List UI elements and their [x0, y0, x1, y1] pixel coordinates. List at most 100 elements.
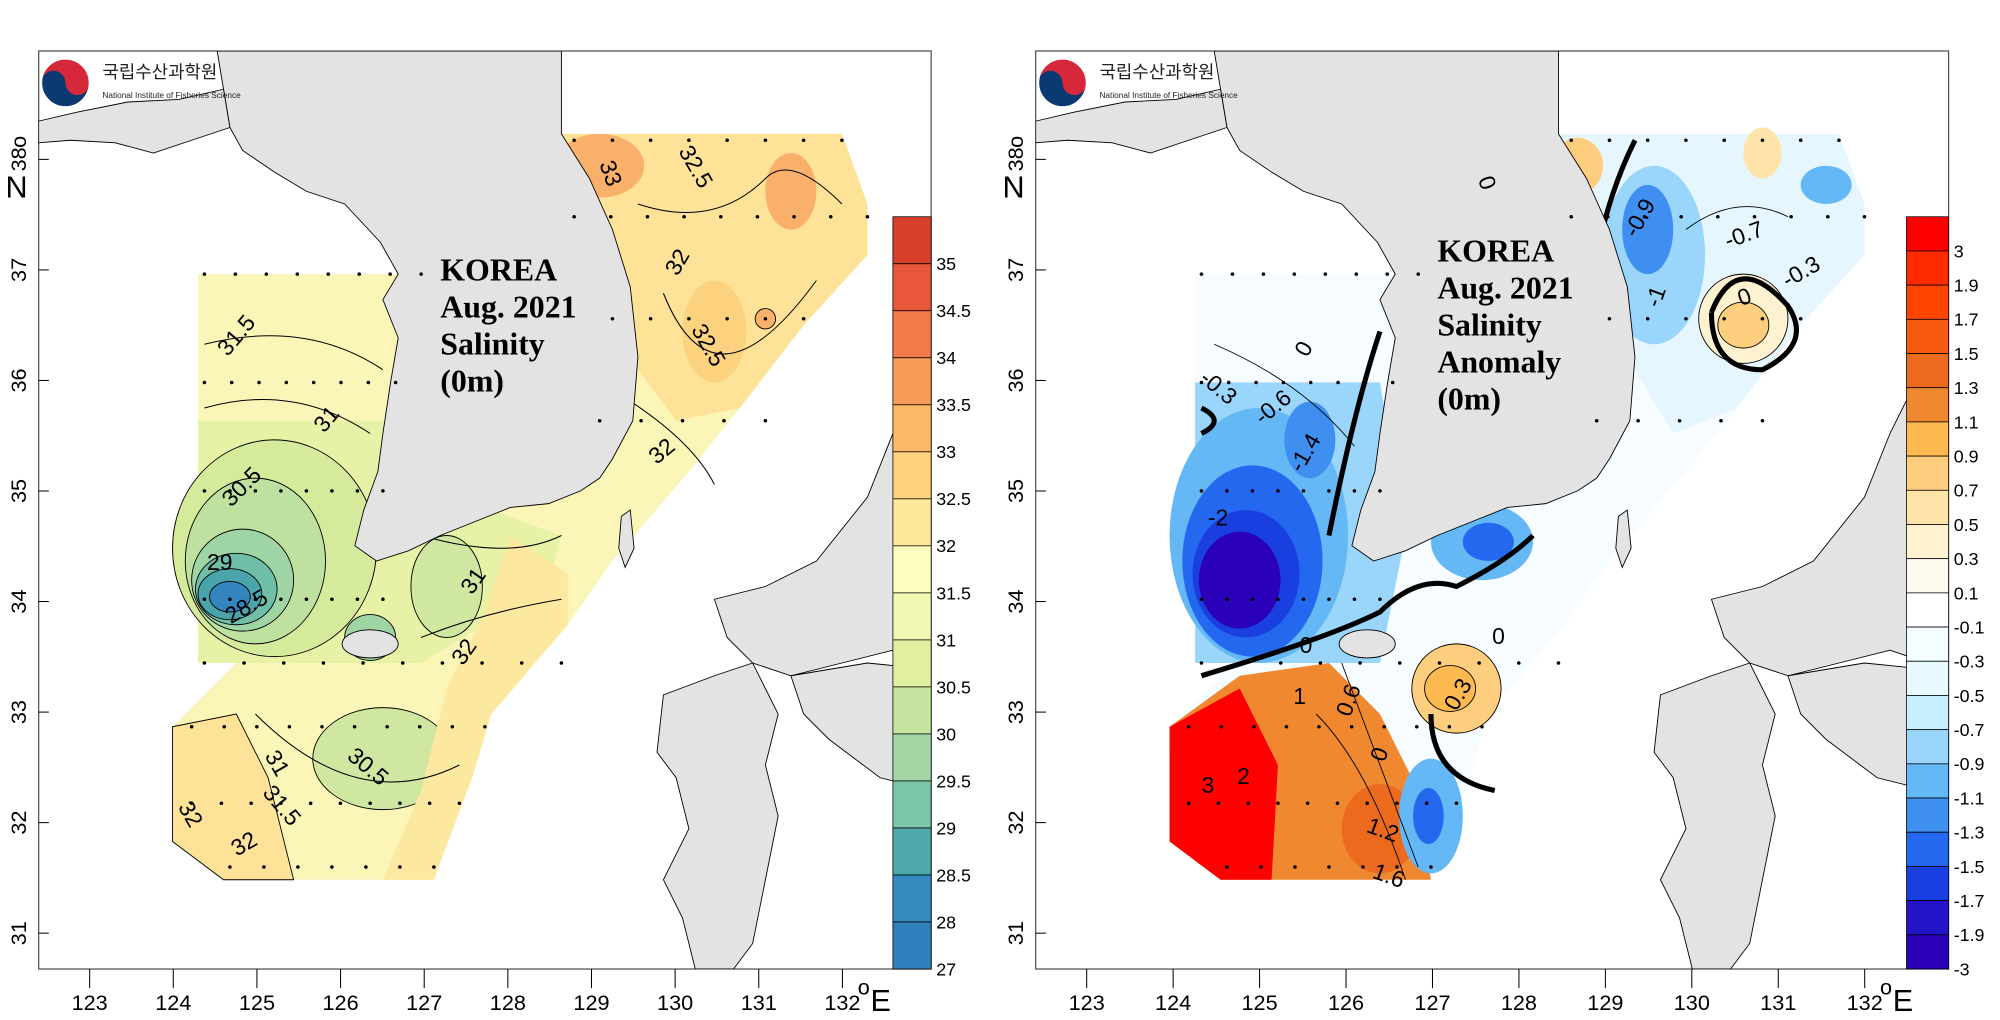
colorbar-label: 0.9 — [1954, 446, 1979, 466]
colorbar-label: 31.5 — [936, 583, 971, 603]
station-dot — [1679, 214, 1683, 219]
station-dot — [249, 801, 253, 806]
colorbar-label: 34 — [936, 348, 956, 368]
station-dot — [1365, 801, 1369, 806]
lon-tick-label: 129 — [1587, 990, 1623, 1015]
station-dot — [1216, 801, 1221, 806]
station-dot — [304, 597, 309, 602]
station-dot — [1225, 865, 1229, 869]
station-dot — [1199, 489, 1204, 493]
station-dot — [361, 661, 365, 665]
station-dot — [1480, 724, 1484, 729]
station-dot — [311, 380, 316, 385]
colorbar-label: 30.5 — [936, 677, 971, 697]
colorbar-bin — [1906, 695, 1949, 731]
colorbar-bin — [892, 216, 932, 265]
station-dot — [1352, 489, 1357, 493]
colorbar-bin — [1906, 421, 1949, 457]
colorbar-label: 28.5 — [936, 865, 971, 885]
station-dot — [1250, 597, 1255, 602]
station-dot — [355, 489, 360, 493]
station-dot — [572, 214, 576, 219]
salinity-colorbar: 35 34.5 34 33.5 33 32.5 32 31.5 31 30.5 30 29.5 29 28… — [892, 216, 971, 979]
lat-tick-label: 31 — [6, 921, 31, 945]
station-dot — [330, 865, 334, 869]
station-dot — [253, 489, 258, 493]
station-dot — [828, 214, 833, 219]
station-dot — [763, 138, 768, 143]
title-line: Salinity — [440, 326, 545, 361]
lat-tick-label: 32 — [6, 811, 31, 835]
station-dot — [427, 801, 432, 806]
station-dot — [755, 214, 760, 219]
station-dot — [718, 214, 723, 219]
station-dot — [1719, 418, 1723, 423]
station-dot — [381, 597, 385, 602]
title-line: (0m) — [1437, 381, 1501, 416]
colorbar-label: -0.1 — [1954, 617, 1985, 637]
colorbar-bin — [892, 921, 932, 970]
station-dot — [1684, 138, 1688, 143]
colorbar-label: 34.5 — [936, 301, 971, 321]
colorbar-bin — [1906, 660, 1949, 696]
station-dot — [648, 316, 653, 321]
station-dot — [682, 214, 686, 219]
station-dot — [1645, 316, 1650, 321]
station-dot — [202, 272, 207, 276]
degree-symbol: o — [1880, 975, 1892, 1000]
station-dot — [1327, 597, 1331, 602]
station-dot — [368, 801, 372, 806]
station-dot — [687, 138, 691, 143]
title-line: Aug. 2021 — [1437, 270, 1573, 305]
colorbar-label: 27 — [936, 959, 956, 979]
station-dot — [1363, 380, 1368, 385]
logo-english-text: National Institute of Fisheries Science — [102, 91, 241, 100]
station-dot — [366, 380, 371, 385]
colorbar-label: -0.7 — [1954, 720, 1985, 740]
station-dot — [1390, 380, 1395, 385]
station-points — [1186, 138, 1867, 869]
station-dot — [645, 214, 650, 219]
logo-english-text: National Institute of Fisheries Science — [1099, 91, 1238, 100]
lat-tick-label: 34 — [1003, 589, 1028, 613]
colorbar-bin — [1906, 729, 1949, 765]
station-dot — [352, 724, 357, 729]
station-dot — [233, 272, 238, 276]
station-dot — [219, 801, 224, 806]
nifs-logo: 국립수산과학원 National Institute of Fisheries … — [1037, 57, 1238, 109]
lat-unit-label: N — [6, 171, 28, 205]
title-line: Anomaly — [1437, 344, 1561, 379]
contour-lines — [1200, 139, 1799, 880]
station-dot — [202, 489, 207, 493]
colorbar-label: 32 — [936, 536, 956, 556]
colorbar-bin — [1906, 318, 1949, 354]
colorbar-label: 29.5 — [936, 771, 971, 791]
colorbar-bin — [1906, 866, 1949, 901]
lon-tick-label: 128 — [490, 990, 526, 1015]
station-dot — [202, 597, 207, 602]
station-dot — [1798, 138, 1803, 143]
lon-tick-label: 123 — [1069, 990, 1105, 1015]
station-dot — [1677, 418, 1682, 423]
lat-tick-label: 36 — [1003, 368, 1028, 392]
station-dot — [228, 597, 232, 602]
lat-unit-label: N — [1003, 171, 1025, 205]
station-dot — [1327, 865, 1331, 869]
station-dot — [281, 661, 286, 665]
colorbar-label: -0.9 — [1954, 754, 1985, 774]
station-dot — [609, 214, 613, 219]
station-dot — [1261, 272, 1266, 276]
station-dot — [1318, 661, 1323, 665]
station-dot — [1437, 661, 1442, 665]
station-dot — [400, 661, 405, 665]
station-dot — [559, 661, 564, 665]
station-dot — [264, 272, 269, 276]
station-dot — [296, 865, 300, 869]
colorbar-bin — [1906, 934, 1949, 970]
station-dot — [330, 489, 334, 493]
colorbar-label: 1.9 — [1954, 276, 1979, 296]
station-dot — [450, 724, 455, 729]
station-dot — [610, 316, 615, 321]
station-dot — [1292, 272, 1297, 276]
